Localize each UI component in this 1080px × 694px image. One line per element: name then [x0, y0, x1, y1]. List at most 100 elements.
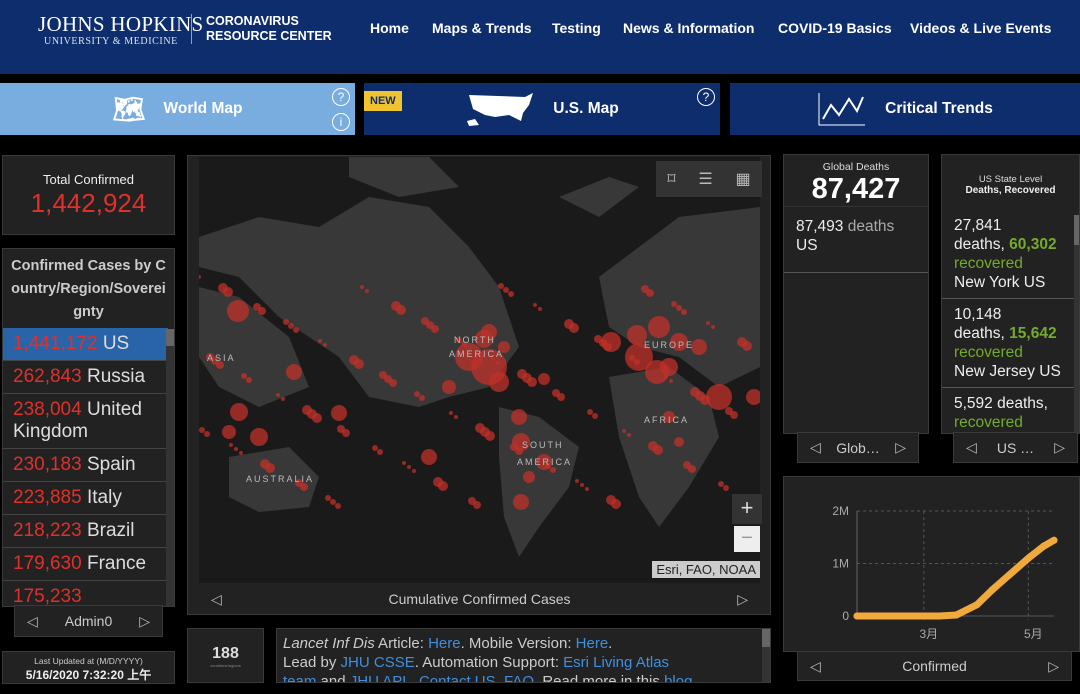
- nav-videos[interactable]: Videos & Live Events: [910, 20, 1052, 36]
- case-bubble[interactable]: [511, 409, 527, 425]
- case-bubble[interactable]: [533, 303, 537, 307]
- jhu-apl-link[interactable]: JHU APL: [349, 673, 411, 683]
- case-bubble[interactable]: [538, 307, 542, 311]
- case-bubble[interactable]: [629, 355, 635, 361]
- case-bubble[interactable]: [491, 357, 495, 361]
- case-bubble[interactable]: [676, 305, 682, 311]
- case-bubble[interactable]: [580, 483, 584, 487]
- case-bubble[interactable]: [421, 317, 429, 325]
- case-bubble[interactable]: [325, 495, 331, 501]
- case-bubble[interactable]: [234, 447, 238, 451]
- case-bubble[interactable]: [449, 411, 453, 415]
- nav-testing[interactable]: Testing: [552, 20, 601, 36]
- case-bubble[interactable]: [454, 415, 458, 419]
- case-bubble[interactable]: [538, 373, 550, 385]
- list-item[interactable]: 27,841 deaths, 60,302 recovered New York US: [942, 210, 1076, 299]
- case-bubble[interactable]: [625, 343, 653, 371]
- nav-maps-trends[interactable]: Maps & Trends: [432, 20, 532, 36]
- list-item[interactable]: 10,148 deaths, 15,642 recovered New Jersey …: [942, 299, 1076, 388]
- case-bubble[interactable]: [360, 285, 364, 289]
- case-bubble[interactable]: [723, 485, 729, 491]
- help-icon[interactable]: ?: [697, 88, 715, 106]
- case-bubble[interactable]: [606, 495, 616, 505]
- prev-arrow-icon[interactable]: ◁: [211, 590, 222, 607]
- next-arrow-icon[interactable]: ▷: [139, 612, 150, 629]
- data-point[interactable]: [1040, 542, 1048, 550]
- case-bubble[interactable]: [737, 337, 747, 347]
- case-bubble[interactable]: [468, 497, 476, 505]
- tab-world-map[interactable]: 🗺 World Map ? i: [0, 83, 355, 135]
- case-bubble[interactable]: [281, 397, 285, 401]
- country-list-item[interactable]: 238,004 United Kingdom: [3, 394, 168, 449]
- case-bubble[interactable]: [461, 341, 467, 347]
- case-bubble[interactable]: [550, 467, 556, 473]
- case-bubble[interactable]: [391, 301, 401, 311]
- country-list-item[interactable]: 218,223 Brazil: [3, 515, 168, 548]
- data-point[interactable]: [952, 611, 960, 619]
- case-bubble[interactable]: [331, 405, 347, 421]
- data-point[interactable]: [1024, 554, 1032, 562]
- next-arrow-icon[interactable]: ▷: [737, 590, 748, 607]
- case-bubble[interactable]: [229, 443, 233, 447]
- case-bubble[interactable]: [489, 372, 509, 392]
- case-bubble[interactable]: [508, 291, 514, 297]
- site-title[interactable]: CORONAVIRUS RESOURCE CENTER: [206, 14, 332, 44]
- article-link[interactable]: Here: [428, 635, 461, 652]
- help-icon[interactable]: ?: [332, 88, 350, 106]
- blog-link[interactable]: blog: [664, 673, 693, 683]
- case-bubble[interactable]: [718, 481, 724, 487]
- case-bubble[interactable]: [498, 283, 504, 289]
- case-bubble[interactable]: [239, 451, 243, 455]
- case-bubble[interactable]: [286, 364, 302, 380]
- case-bubble[interactable]: [241, 373, 247, 379]
- contact-link[interactable]: Contact US: [418, 673, 496, 683]
- case-bubble[interactable]: [645, 360, 669, 384]
- case-bubble[interactable]: [706, 321, 710, 325]
- list-item[interactable]: 5,592 deaths, recovered: [942, 388, 1076, 433]
- case-bubble[interactable]: [246, 377, 252, 383]
- mobile-version-link[interactable]: Here: [575, 635, 609, 652]
- case-bubble[interactable]: [725, 407, 733, 415]
- case-bubble[interactable]: [337, 425, 345, 433]
- case-bubble[interactable]: [669, 379, 673, 383]
- data-point[interactable]: [853, 612, 861, 620]
- case-bubble[interactable]: [318, 339, 322, 343]
- case-bubble[interactable]: [330, 499, 336, 505]
- case-bubble[interactable]: [648, 316, 670, 338]
- nav-covid-basics[interactable]: COVID-19 Basics: [778, 20, 892, 36]
- confirmed-chart[interactable]: 0 1M 2M 3月 5月: [784, 477, 1080, 653]
- case-bubble[interactable]: [671, 301, 677, 307]
- country-list-item[interactable]: 223,885 Italy: [3, 482, 168, 515]
- prev-arrow-icon[interactable]: ◁: [966, 439, 977, 455]
- case-bubble[interactable]: [627, 325, 647, 345]
- case-bubble[interactable]: [204, 431, 210, 437]
- case-bubble[interactable]: [475, 423, 485, 433]
- case-bubble[interactable]: [545, 463, 551, 469]
- country-list-item[interactable]: 175,233 Germany: [3, 581, 168, 606]
- world-map[interactable]: NORTH AMERICA EUROPE ASIA AFRICA SOUTH A…: [199, 157, 760, 583]
- tab-critical-trends[interactable]: Critical Trends: [730, 83, 1080, 135]
- case-bubble[interactable]: [349, 355, 359, 365]
- case-bubble[interactable]: [218, 283, 228, 293]
- case-bubble[interactable]: [634, 359, 640, 365]
- case-bubble[interactable]: [199, 427, 205, 433]
- case-bubble[interactable]: [648, 441, 658, 451]
- next-arrow-icon[interactable]: ▷: [1048, 657, 1059, 674]
- case-bubble[interactable]: [670, 333, 688, 351]
- scrollbar[interactable]: [166, 329, 174, 606]
- case-bubble[interactable]: [592, 413, 598, 419]
- case-bubble[interactable]: [746, 389, 760, 405]
- case-bubble[interactable]: [421, 449, 437, 465]
- case-bubble[interactable]: [250, 428, 268, 446]
- data-point[interactable]: [973, 601, 981, 609]
- case-bubble[interactable]: [517, 369, 527, 379]
- bookmark-icon[interactable]: ⌑: [667, 171, 676, 188]
- case-bubble[interactable]: [594, 335, 602, 343]
- data-point[interactable]: [1005, 571, 1013, 579]
- case-bubble[interactable]: [706, 384, 732, 410]
- esri-link[interactable]: Esri Living Atlas: [563, 654, 670, 671]
- case-bubble[interactable]: [293, 327, 299, 333]
- list-item[interactable]: 87,493 deaths US: [784, 206, 928, 273]
- case-bubble[interactable]: [372, 445, 378, 451]
- case-bubble[interactable]: [585, 487, 589, 491]
